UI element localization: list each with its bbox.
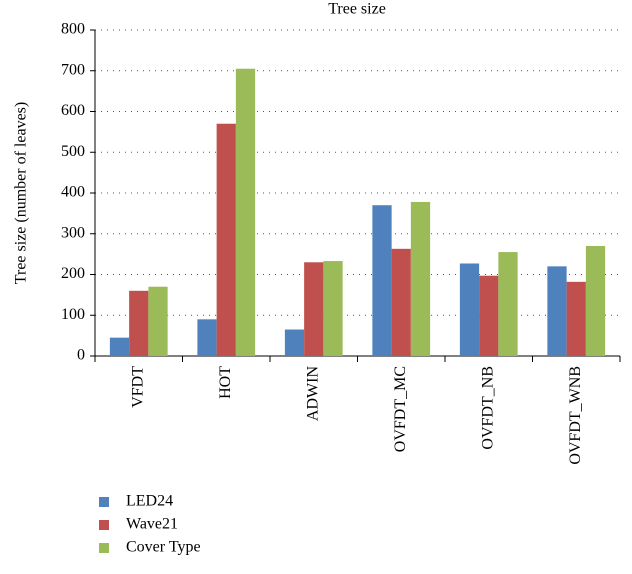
y-axis-label: Tree size (number of leaves) [13, 102, 30, 284]
y-tick-label: 100 [61, 306, 85, 323]
legend-label: Cover Type [126, 539, 201, 556]
bar [109, 337, 130, 356]
bar [566, 281, 586, 356]
x-tick-label: OVFDT_MC [392, 366, 409, 452]
bar [391, 248, 411, 356]
bar [372, 205, 392, 356]
y-tick-label: 400 [61, 184, 85, 201]
y-tick-label: 800 [61, 21, 85, 38]
bar [585, 245, 606, 356]
legend-label: LED24 [126, 493, 173, 510]
bar [129, 290, 149, 356]
bar [235, 68, 256, 357]
bar [216, 123, 236, 356]
legend-swatch [99, 520, 109, 530]
bar [323, 261, 343, 356]
bar [498, 252, 518, 356]
x-tick-label: VFDT [129, 366, 146, 408]
bar [197, 319, 217, 356]
legend-label: Wave21 [126, 516, 178, 533]
bar [547, 266, 567, 356]
legend-swatch [99, 543, 109, 553]
x-tick-label: ADWIN [304, 366, 321, 422]
x-tick-label: OVFDT_WNB [567, 366, 584, 465]
bar [459, 263, 480, 356]
y-tick-label: 500 [61, 143, 85, 160]
x-tick-label: OVFDT_NB [479, 366, 496, 450]
bar [479, 275, 499, 356]
y-tick-label: 700 [61, 61, 85, 78]
y-tick-label: 0 [77, 347, 85, 364]
x-tick-label: HOT [217, 366, 234, 399]
y-tick-label: 300 [61, 224, 85, 241]
legend-swatch [99, 497, 109, 507]
bar [410, 201, 431, 356]
y-tick-label: 600 [61, 102, 85, 119]
chart-title: Tree size [328, 1, 386, 18]
bar [284, 329, 305, 356]
y-tick-label: 200 [61, 265, 85, 282]
bar [304, 262, 324, 356]
bar [148, 286, 168, 356]
